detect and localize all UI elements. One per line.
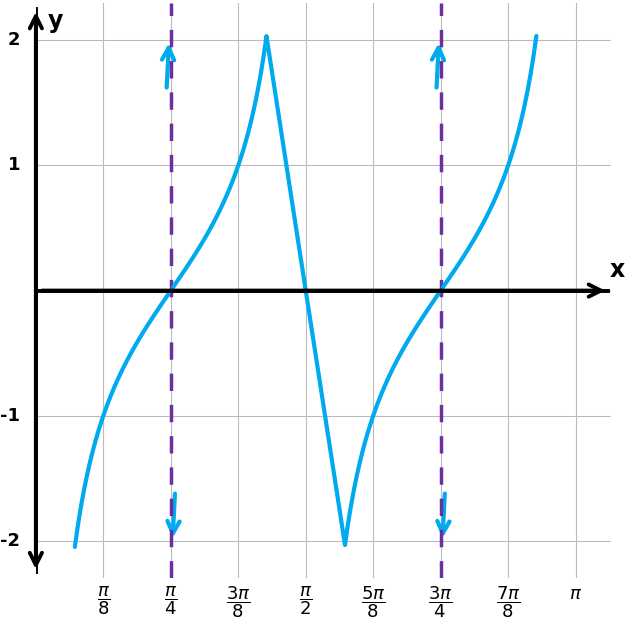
Text: 1: 1 bbox=[8, 157, 20, 174]
Text: $\dfrac{5\pi}{8}$: $\dfrac{5\pi}{8}$ bbox=[361, 585, 386, 620]
Text: -1: -1 bbox=[1, 407, 20, 425]
Text: 2: 2 bbox=[8, 31, 20, 49]
Text: x: x bbox=[610, 258, 625, 282]
Text: $\dfrac{\pi}{8}$: $\dfrac{\pi}{8}$ bbox=[97, 585, 110, 617]
Text: -2: -2 bbox=[1, 532, 20, 550]
Text: $\pi$: $\pi$ bbox=[569, 585, 582, 603]
Text: $\dfrac{\pi}{2}$: $\dfrac{\pi}{2}$ bbox=[299, 585, 313, 617]
Text: $\dfrac{3\pi}{4}$: $\dfrac{3\pi}{4}$ bbox=[428, 585, 453, 620]
Text: $\dfrac{3\pi}{8}$: $\dfrac{3\pi}{8}$ bbox=[226, 585, 251, 620]
Text: y: y bbox=[48, 9, 63, 33]
Text: $\dfrac{\pi}{4}$: $\dfrac{\pi}{4}$ bbox=[164, 585, 178, 617]
Text: $\dfrac{7\pi}{8}$: $\dfrac{7\pi}{8}$ bbox=[496, 585, 521, 620]
